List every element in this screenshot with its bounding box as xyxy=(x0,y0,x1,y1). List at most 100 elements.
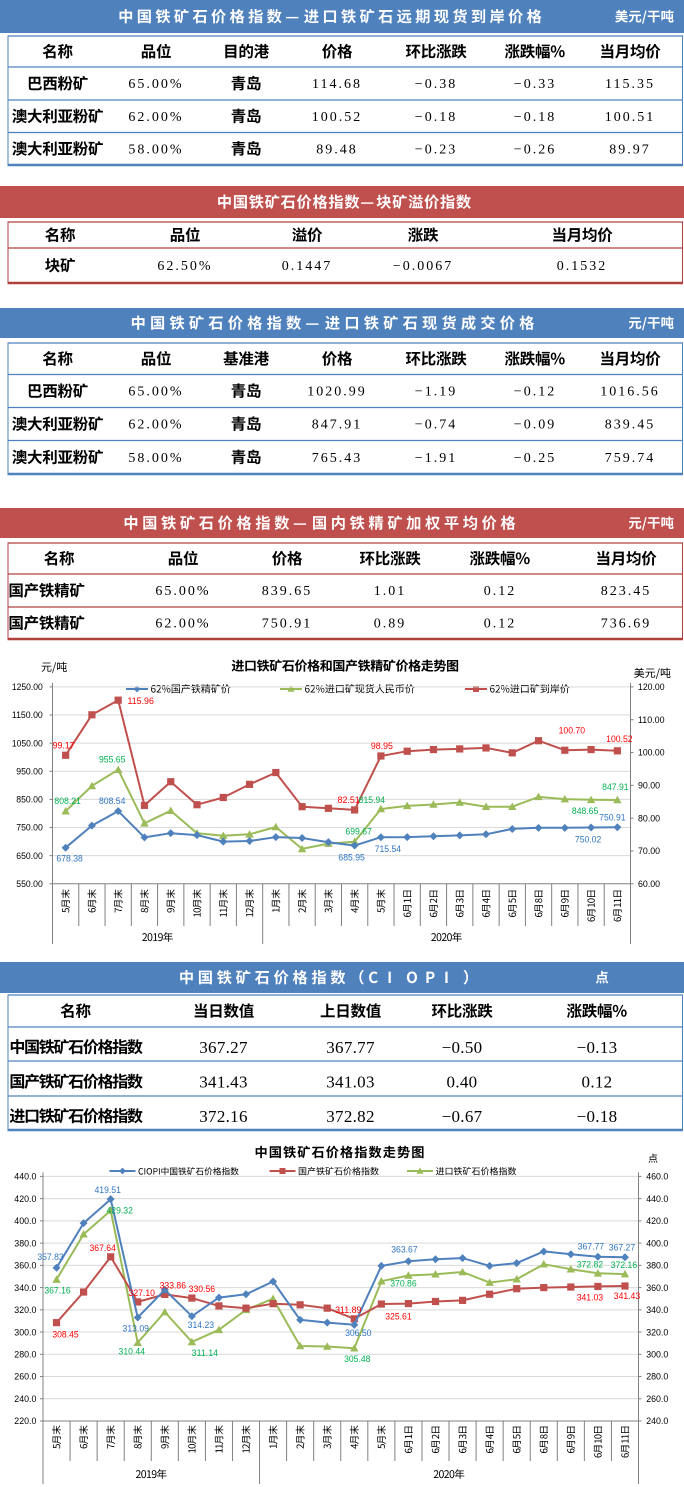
svg-text:360.0: 360.0 xyxy=(646,1283,668,1294)
svg-text:440.0: 440.0 xyxy=(14,1172,36,1183)
svg-text:−0.18: −0.18 xyxy=(415,110,457,125)
svg-text:−0.50: −0.50 xyxy=(442,1038,483,1057)
svg-text:80.00: 80.00 xyxy=(638,813,660,824)
svg-text:400.0: 400.0 xyxy=(14,1216,36,1227)
svg-text:62.00%: 62.00% xyxy=(128,110,183,125)
svg-text:765.43: 765.43 xyxy=(312,451,363,466)
svg-text:120.00: 120.00 xyxy=(638,682,665,693)
svg-text:372.16: 372.16 xyxy=(199,1107,248,1126)
svg-text:313.09: 313.09 xyxy=(123,1324,149,1335)
svg-text:220.0: 220.0 xyxy=(14,1416,36,1427)
svg-text:736.69: 736.69 xyxy=(601,617,652,632)
svg-text:90.00: 90.00 xyxy=(638,781,660,792)
svg-text:62.50%: 62.50% xyxy=(157,259,212,274)
svg-text:314.23: 314.23 xyxy=(188,1320,214,1331)
svg-text:419.51: 419.51 xyxy=(94,1185,120,1196)
svg-text:100.52: 100.52 xyxy=(606,734,632,745)
svg-text:60.00: 60.00 xyxy=(638,879,660,890)
svg-text:89.48: 89.48 xyxy=(316,142,358,157)
svg-text:372.82: 372.82 xyxy=(326,1107,375,1126)
svg-text:823.45: 823.45 xyxy=(601,584,652,599)
svg-text:−1.91: −1.91 xyxy=(415,451,457,466)
svg-text:260.0: 260.0 xyxy=(646,1394,668,1405)
svg-text:311.14: 311.14 xyxy=(192,1348,218,1359)
svg-text:360.0: 360.0 xyxy=(14,1261,36,1272)
svg-text:815.94: 815.94 xyxy=(359,795,385,806)
svg-text:−1.19: −1.19 xyxy=(415,385,457,400)
svg-text:848.65: 848.65 xyxy=(572,806,598,817)
svg-text:420.0: 420.0 xyxy=(646,1216,668,1227)
svg-text:715.54: 715.54 xyxy=(375,844,401,855)
svg-text:260.0: 260.0 xyxy=(14,1372,36,1383)
svg-text:1150.00: 1150.00 xyxy=(12,710,43,721)
svg-text:367.27: 367.27 xyxy=(199,1038,248,1057)
svg-text:300.0: 300.0 xyxy=(646,1349,668,1360)
svg-text:370.86: 370.86 xyxy=(390,1279,416,1290)
svg-text:1016.56: 1016.56 xyxy=(600,385,660,400)
svg-text:950.00: 950.00 xyxy=(16,766,43,777)
svg-text:−0.26: −0.26 xyxy=(514,142,556,157)
svg-text:65.00%: 65.00% xyxy=(128,385,183,400)
svg-text:311.89: 311.89 xyxy=(335,1305,361,1316)
svg-text:110.00: 110.00 xyxy=(638,715,665,726)
svg-text:330.56: 330.56 xyxy=(189,1284,215,1295)
svg-text:0.1532: 0.1532 xyxy=(557,259,608,274)
svg-text:−0.74: −0.74 xyxy=(415,418,457,433)
svg-text:420.0: 420.0 xyxy=(14,1194,36,1205)
svg-text:−0.67: −0.67 xyxy=(442,1107,483,1126)
svg-text:839.65: 839.65 xyxy=(262,584,313,599)
svg-text:99.17: 99.17 xyxy=(53,740,75,751)
svg-text:58.00%: 58.00% xyxy=(128,142,183,157)
svg-text:955.65: 955.65 xyxy=(99,755,125,766)
svg-text:750.00: 750.00 xyxy=(16,823,43,834)
svg-text:340.0: 340.0 xyxy=(646,1305,668,1316)
svg-text:308.45: 308.45 xyxy=(52,1330,78,1341)
svg-text:0.40: 0.40 xyxy=(447,1073,478,1092)
svg-text:550.00: 550.00 xyxy=(16,879,43,890)
svg-text:847.91: 847.91 xyxy=(602,782,628,793)
svg-text:320.0: 320.0 xyxy=(14,1305,36,1316)
svg-text:65.00%: 65.00% xyxy=(128,77,183,92)
svg-text:340.0: 340.0 xyxy=(14,1283,36,1294)
svg-text:114.68: 114.68 xyxy=(312,77,362,92)
svg-text:280.0: 280.0 xyxy=(646,1372,668,1383)
svg-text:699.67: 699.67 xyxy=(345,827,371,838)
svg-text:372.16: 372.16 xyxy=(611,1260,637,1271)
svg-text:678.38: 678.38 xyxy=(56,854,82,865)
svg-text:341.43: 341.43 xyxy=(199,1073,248,1092)
svg-text:0.89: 0.89 xyxy=(374,617,407,632)
svg-text:808.21: 808.21 xyxy=(54,796,80,807)
svg-text:750.91: 750.91 xyxy=(262,617,313,632)
svg-text:327.10: 327.10 xyxy=(129,1288,155,1299)
svg-text:367.16: 367.16 xyxy=(44,1286,70,1297)
svg-text:759.74: 759.74 xyxy=(605,451,656,466)
svg-text:−0.23: −0.23 xyxy=(415,142,457,157)
svg-text:0.12: 0.12 xyxy=(484,584,517,599)
svg-text:380.0: 380.0 xyxy=(646,1261,668,1272)
svg-text:750.02: 750.02 xyxy=(575,835,601,846)
svg-text:0.12: 0.12 xyxy=(484,617,517,632)
svg-text:367.27: 367.27 xyxy=(609,1242,635,1253)
svg-text:380.0: 380.0 xyxy=(14,1238,36,1249)
svg-text:−0.18: −0.18 xyxy=(514,110,556,125)
svg-text:1250.00: 1250.00 xyxy=(12,682,43,693)
svg-text:0.1447: 0.1447 xyxy=(282,259,333,274)
svg-text:305.48: 305.48 xyxy=(344,1354,370,1365)
svg-text:115.96: 115.96 xyxy=(127,696,153,707)
svg-text:460.0: 460.0 xyxy=(646,1172,668,1183)
svg-text:341.03: 341.03 xyxy=(577,1292,603,1303)
svg-text:1050.00: 1050.00 xyxy=(12,738,43,749)
svg-text:310.44: 310.44 xyxy=(119,1347,145,1358)
svg-text:100.52: 100.52 xyxy=(312,110,363,125)
svg-text:367.77: 367.77 xyxy=(578,1242,604,1253)
svg-text:847.91: 847.91 xyxy=(312,418,363,433)
svg-text:306.50: 306.50 xyxy=(345,1328,371,1339)
svg-text:367.77: 367.77 xyxy=(326,1038,375,1057)
svg-text:341.03: 341.03 xyxy=(326,1073,375,1092)
svg-text:89.97: 89.97 xyxy=(609,142,651,157)
svg-text:808.54: 808.54 xyxy=(99,796,125,807)
svg-text:367.64: 367.64 xyxy=(89,1243,115,1254)
svg-text:100.70: 100.70 xyxy=(559,726,585,737)
svg-text:82.51: 82.51 xyxy=(338,795,360,806)
svg-text:650.00: 650.00 xyxy=(16,851,43,862)
